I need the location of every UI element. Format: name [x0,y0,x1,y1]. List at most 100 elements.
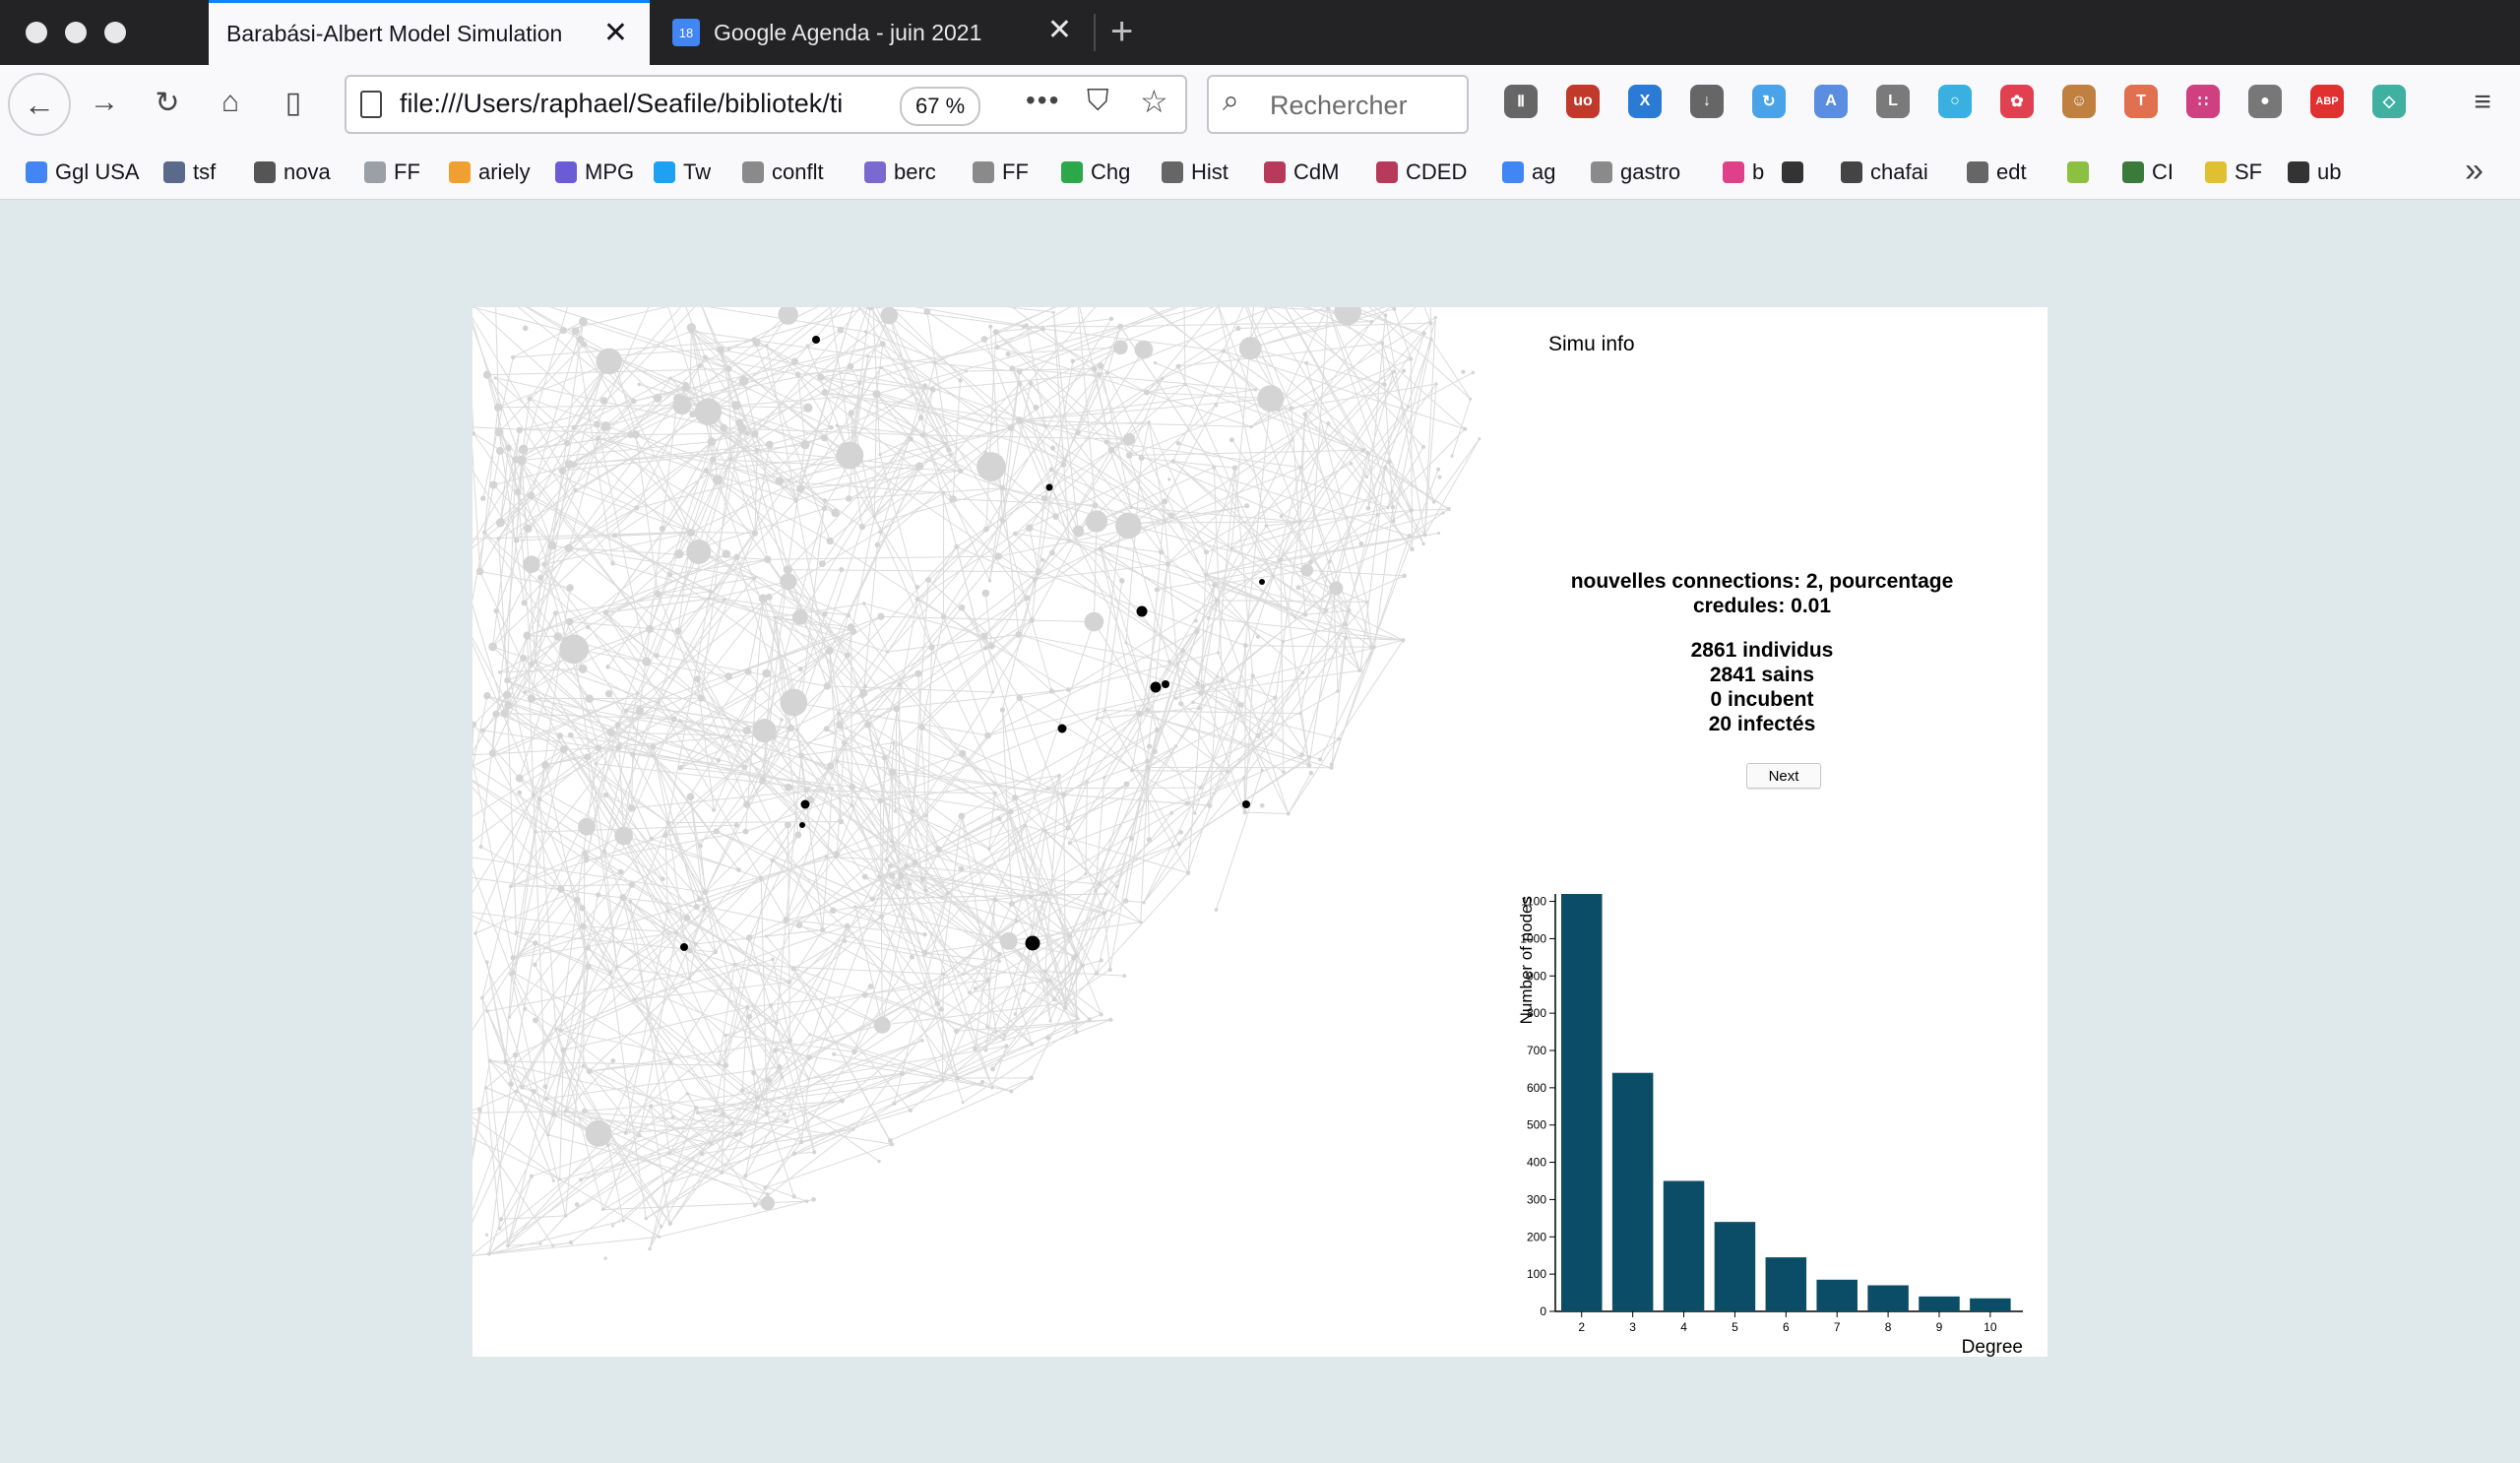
network-edge [925,697,1021,816]
tab-google-agenda[interactable]: 18 Google Agenda - juin 2021 ✕ [653,0,1094,65]
home-icon[interactable]: ⌂ [220,86,240,118]
url-bar[interactable]: file:///Users/raphael/Seafile/bibliotek/… [345,75,1187,134]
network-edge [1307,307,1412,360]
bookmark-item[interactable]: b [1723,156,1764,189]
network-node [1342,621,1348,627]
network-edge [635,433,831,541]
minimize-window-button[interactable] [65,22,87,43]
forward-arrow-icon[interactable]: → [90,86,119,118]
bookmark-item[interactable]: ub [2288,156,2341,189]
pocket-icon[interactable]: ⛉ [1087,85,1109,117]
bookmark-item[interactable]: Tw [654,156,711,189]
network-node [709,1141,714,1146]
network-node [847,362,854,370]
network-edge [1103,913,1111,970]
zoom-level-badge[interactable]: 67 % [900,87,981,126]
network-node [687,977,692,981]
network-edge [472,637,509,706]
close-icon[interactable]: ✕ [602,17,628,49]
bookmark-item[interactable]: nova [254,156,331,189]
bookmark-item[interactable]: gastro [1591,156,1680,189]
network-edge [1019,697,1105,914]
new-tab-plus-icon[interactable]: + [1110,10,1134,53]
bookmark-item[interactable]: conflt [742,156,824,189]
network-edge [527,635,591,699]
network-node [1365,505,1371,511]
network-edge [488,1093,688,1254]
network-edge [472,1091,517,1212]
bookmark-item[interactable]: Ggl USA [26,156,140,189]
library-icon[interactable]: Ⅱ [1504,85,1538,118]
bookmark-item[interactable] [1782,156,1811,189]
globe-icon [1967,161,1988,183]
yelp-icon[interactable]: ✿ [2000,85,2034,118]
sidebar-icon[interactable]: ▯ [284,86,302,119]
translate-icon[interactable]: A [1814,85,1848,118]
zoom-window-button[interactable] [104,22,126,43]
network-node [1007,423,1015,431]
network-edge [892,771,1064,795]
network-edge [1093,621,1149,711]
more-actions-icon[interactable]: ••• [1026,85,1061,115]
bookmark-item[interactable]: MPG [555,156,634,189]
l-icon[interactable]: L [1876,85,1910,118]
network-edge [1331,536,1411,768]
folder-icon [973,161,994,183]
network-edge [1125,730,1159,902]
url-text[interactable]: file:///Users/raphael/Seafile/bibliotek/… [400,89,844,118]
network-node [693,1106,699,1111]
close-window-button[interactable] [26,22,47,43]
bookmark-item[interactable]: Hist [1162,156,1228,189]
bookmark-item[interactable]: CdM [1264,156,1339,189]
network-edge [1268,307,1410,408]
bookmark-item[interactable] [2067,156,2097,189]
bookmarks-overflow-chevron-icon[interactable]: » [2465,152,2484,189]
network-edge [824,391,1012,428]
abp-icon[interactable]: ABP [2310,85,2344,118]
title-bar: Barabási-Albert Model Simulation ✕ 18 Go… [0,0,2520,65]
bookmark-item[interactable]: ag [1502,156,1555,189]
bookmark-item[interactable]: ariely [449,156,531,189]
search-bar[interactable]: ⌕ Rechercher [1207,75,1469,134]
bookmark-item[interactable]: SF [2205,156,2262,189]
tab-barabasi[interactable]: Barabási-Albert Model Simulation ✕ [209,0,650,65]
bookmark-item[interactable]: edt [1967,156,2027,189]
diamond-icon[interactable]: ◇ [2372,85,2406,118]
y-tick-label: 600 [1527,1081,1546,1095]
network-edge [727,615,882,677]
network-edge [1244,645,1246,813]
network-edge [1011,1077,1032,1092]
menu-hamburger-icon[interactable]: ≡ [2474,86,2491,118]
bookmark-item[interactable]: CI [2122,156,2174,189]
reload-icon[interactable]: ↻ [155,86,180,119]
search-placeholder[interactable]: Rechercher [1270,91,1408,120]
bookmark-item[interactable]: chafai [1841,156,1928,189]
next-button[interactable]: Next [1746,763,1821,789]
balls-icon[interactable]: ● [2248,85,2282,118]
download-icon[interactable]: ↓ [1690,85,1724,118]
close-icon[interactable]: ✕ [1046,14,1072,46]
bookmark-item[interactable]: CDED [1376,156,1467,189]
network-edge [543,422,740,565]
network-edge [1063,795,1066,1003]
monkey-icon[interactable]: ☺ [2062,85,2096,118]
x-extension-icon[interactable]: X [1628,85,1662,118]
ublock-icon[interactable]: uo [1566,85,1600,118]
network-node [585,963,592,971]
network-edge [586,725,619,859]
dots-grid-icon[interactable]: ∷ [2186,85,2220,118]
network-edge [724,859,774,1066]
t-icon[interactable]: T [2124,85,2158,118]
bookmark-item[interactable]: FF [364,156,420,189]
bookmark-item[interactable]: berc [864,156,936,189]
network-edge [472,780,621,872]
network-node [1204,572,1209,578]
network-edge [925,783,1127,891]
circle-extension-icon[interactable]: ○ [1938,85,1972,118]
bookmark-star-icon[interactable]: ☆ [1140,84,1168,119]
sync-icon[interactable]: ↻ [1752,85,1786,118]
bookmark-item[interactable]: Chg [1061,156,1130,189]
back-arrow-icon[interactable]: ← [8,73,71,136]
bookmark-item[interactable]: tsf [163,156,216,189]
bookmark-item[interactable]: FF [973,156,1029,189]
